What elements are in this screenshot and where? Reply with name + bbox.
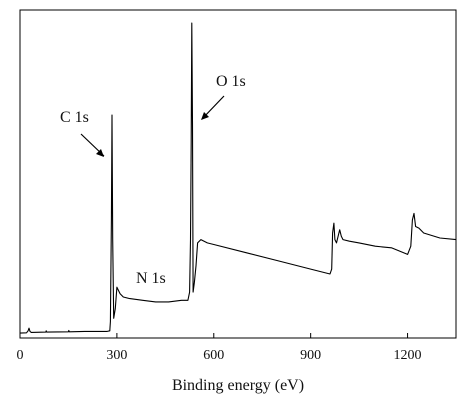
x-axis-ticks: 0 300 600 900 1200	[17, 333, 422, 363]
x-tick-label: 1200	[394, 348, 422, 363]
annotation-o1s: O 1s	[216, 73, 246, 90]
plot-frame	[19, 9, 457, 339]
annotation-c1s-arrowhead	[96, 149, 104, 157]
peak-annotations: C 1s N 1s O 1s	[60, 73, 246, 287]
x-tick-label: 600	[203, 348, 224, 363]
x-tick-label: 900	[300, 348, 321, 363]
annotation-o1s-arrowhead	[201, 112, 209, 120]
x-tick-label: 300	[106, 348, 127, 363]
x-tick-label: 0	[17, 348, 24, 363]
annotation-c1s: C 1s	[60, 109, 89, 126]
spectrum-line	[19, 22, 457, 334]
x-axis-label: Binding energy (eV)	[172, 377, 304, 394]
annotation-n1s: N 1s	[136, 270, 166, 287]
